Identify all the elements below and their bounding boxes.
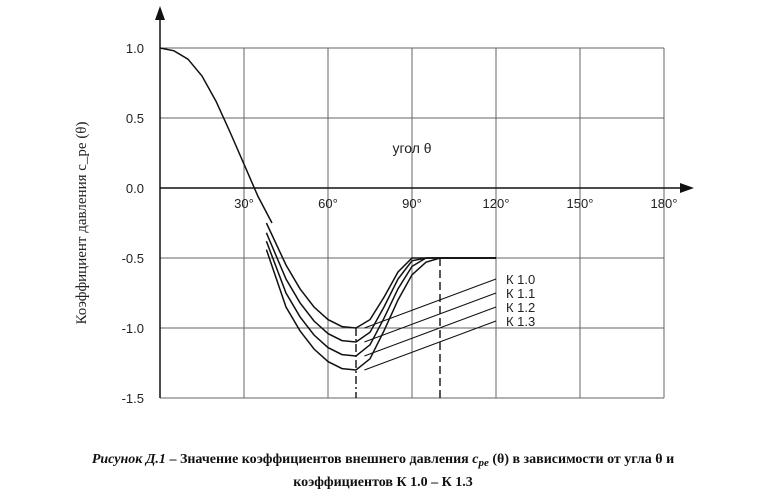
caption-text-part1: – Значение коэффициентов внешнего давлен… bbox=[165, 452, 473, 467]
x-tick-label: 30° bbox=[234, 196, 254, 211]
caption-symbol-subscript: pe bbox=[478, 457, 489, 469]
series-leader-line bbox=[364, 292, 497, 343]
figure-number: Рисунок Д.1 bbox=[91, 452, 166, 467]
y-axis-arrow bbox=[155, 6, 165, 20]
series-leader-line bbox=[364, 306, 497, 357]
series-leader-line bbox=[364, 320, 497, 371]
chart-figure: 1.0 0.5 0.0 -0.5 -1.0 -1.5 30° 60° 90° 120° 150° 18… bbox=[74, 6, 694, 406]
y-tick-label: 1.0 bbox=[126, 41, 144, 56]
y-tick-label: 0.5 bbox=[126, 111, 144, 126]
series-line bbox=[265, 232, 496, 343]
x-tick-label: 150° bbox=[567, 196, 594, 211]
y-tick-label: 0.0 bbox=[126, 181, 144, 196]
y-axis-label: Коэффициент давления c_pe (θ) bbox=[74, 122, 90, 325]
grid-group bbox=[160, 47, 665, 399]
series-leader-line bbox=[364, 278, 497, 329]
x-tick-label: 60° bbox=[318, 196, 338, 211]
series-line-common bbox=[159, 47, 273, 224]
caption-symbol-c: c bbox=[472, 452, 479, 467]
chart-svg: 1.0 0.5 0.0 -0.5 -1.0 -1.5 30° 60° 90° 120° 150° 18… bbox=[74, 6, 694, 406]
series-label: К 1.2 bbox=[506, 300, 535, 315]
y-tick-label: -1.5 bbox=[122, 391, 144, 406]
caption-text-part2: (θ) в зависимости от угла θ и bbox=[488, 452, 675, 467]
y-tick-label: -0.5 bbox=[122, 251, 144, 266]
x-tick-label: 180° bbox=[651, 196, 678, 211]
x-axis-arrow bbox=[680, 183, 694, 193]
series-label: К 1.0 bbox=[506, 272, 535, 287]
x-axis-label: угол θ bbox=[392, 140, 431, 156]
caption-line2: коэффициентов К 1.0 – К 1.3 bbox=[293, 475, 473, 490]
series-label: К 1.1 bbox=[506, 286, 535, 301]
series-line bbox=[265, 249, 496, 371]
figure-caption: Рисунок Д.1 – Значение коэффициентов вне… bbox=[0, 450, 766, 492]
series-label: К 1.3 bbox=[506, 314, 535, 329]
x-tick-label: 90° bbox=[402, 196, 422, 211]
y-tick-label: -1.0 bbox=[122, 321, 144, 336]
x-tick-label: 120° bbox=[483, 196, 510, 211]
